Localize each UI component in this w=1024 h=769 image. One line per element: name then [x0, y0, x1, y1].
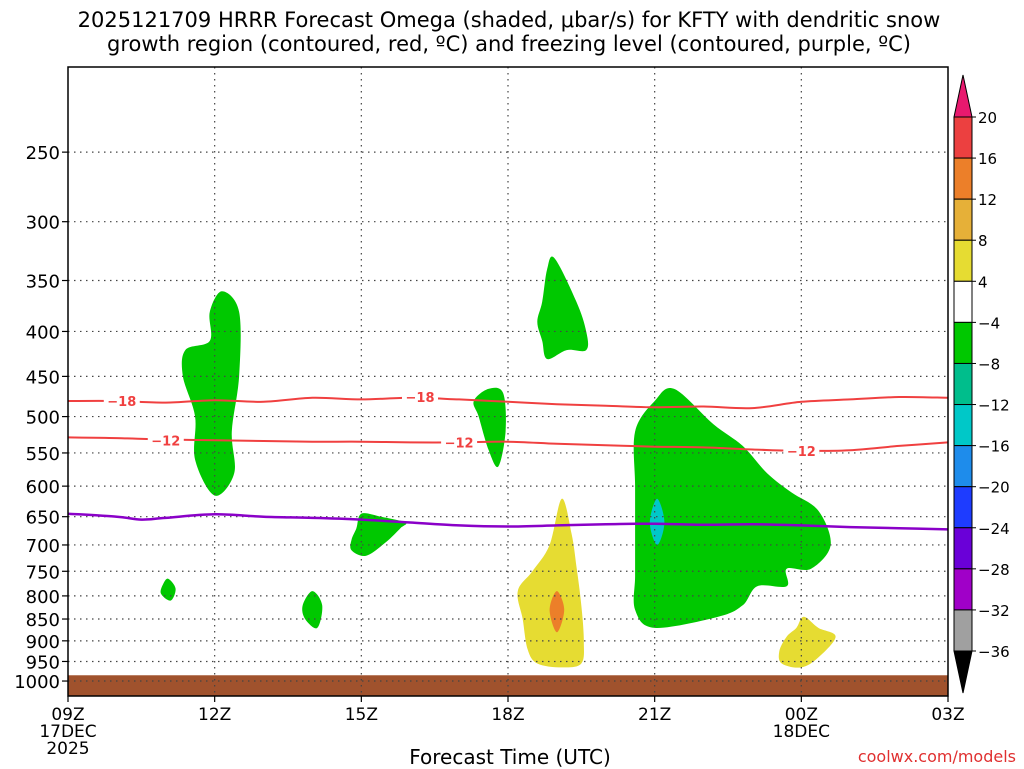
omega-region-cyan-21z	[649, 498, 665, 545]
x-tick-label-0: 09Z	[51, 705, 84, 725]
omega-region-green-15z	[350, 513, 407, 556]
contour-label-bg-dgz-minus-12-1	[441, 434, 478, 451]
colorbar-label-13: −36	[978, 643, 1010, 661]
omega-region-green-11z	[160, 578, 176, 601]
colorbar-label-8: −16	[978, 438, 1010, 456]
contour-label-dgz-minus-12-1: −12	[445, 436, 474, 451]
x-tick-label-3: 12Z	[198, 705, 231, 725]
x-tick-label-9: 18Z	[491, 705, 524, 725]
credit-text: coolwx.com/models	[857, 747, 1016, 766]
colorbar-band-11	[953, 568, 973, 611]
y-tick-label-250: 250	[26, 143, 60, 164]
colorbar-label-12: −32	[978, 602, 1010, 620]
contour-label-bg-dgz-minus-18-0	[103, 393, 140, 410]
omega-region-orange-19z	[549, 591, 565, 633]
omega-region-green-12z-upper	[181, 291, 241, 496]
colorbar-label-4: 4	[978, 273, 988, 291]
colorbar-band-10	[953, 527, 973, 570]
colorbar-label-0: 20	[978, 109, 997, 127]
colorbar-label-10: −24	[978, 520, 1010, 538]
omega-region-green-21z-main	[633, 387, 831, 628]
y-tick-label-350: 350	[26, 272, 60, 293]
contour-dgz-minus-18	[67, 395, 949, 410]
colorbar-label-7: −12	[978, 397, 1010, 415]
colorbar-label-3: 8	[978, 232, 988, 250]
x-tick-date-15: 18DEC	[773, 722, 830, 742]
y-axis: 2503003504004505005506006507007508008509…	[14, 143, 68, 693]
y-tick-label-300: 300	[26, 213, 60, 234]
colorbar-label-6: −8	[978, 355, 1000, 373]
colorbar-label-11: −28	[978, 561, 1010, 579]
colorbar-label-9: −20	[978, 479, 1010, 497]
x-tick-label-15: 00Z	[785, 705, 818, 725]
y-tick-label-450: 450	[26, 367, 60, 388]
colorbar-band-2	[953, 198, 973, 241]
y-tick-label-850: 850	[26, 610, 60, 631]
colorbar-band-6	[953, 362, 973, 406]
x-axis-label: Forecast Time (UTC)	[409, 745, 611, 769]
y-tick-label-600: 600	[26, 477, 60, 498]
contour-label-dgz-minus-18-1: −18	[406, 391, 435, 406]
y-tick-label-500: 500	[26, 408, 60, 429]
contour-label-dgz-minus-12-2: −12	[787, 445, 816, 460]
y-tick-label-900: 900	[26, 632, 60, 653]
omega-region-green-18z	[473, 387, 506, 468]
colorbar-band-7	[953, 404, 973, 447]
x-tick-label-12: 21Z	[638, 705, 671, 725]
omega-shading-layer	[160, 256, 836, 668]
colorbar-band-1	[953, 157, 973, 200]
colorbar-label-2: 12	[978, 191, 997, 209]
colorbar-label-1: 16	[978, 150, 997, 168]
colorbar-band-8	[953, 445, 973, 488]
contour-label-bg-dgz-minus-12-2	[783, 442, 820, 459]
contour-label-dgz-minus-12-0: −12	[151, 434, 180, 449]
colorbar-label-5: −4	[978, 314, 1000, 332]
contour-label-bg-dgz-minus-12-0	[147, 432, 184, 449]
omega-region-yellow-19z	[517, 498, 584, 668]
grid-layer	[68, 67, 948, 696]
chart-title-line1: 2025121709 HRRR Forecast Omega (shaded, …	[77, 8, 941, 32]
contour-freezing-level	[67, 512, 949, 531]
colorbar-band-5	[953, 321, 973, 364]
y-tick-label-400: 400	[26, 322, 60, 343]
x-tick-year-0: 2025	[46, 739, 89, 759]
y-tick-label-650: 650	[26, 508, 60, 529]
colorbar-bottom-arrow	[953, 650, 973, 694]
x-tick-label-18: 03Z	[931, 705, 964, 725]
chart-title-line2: growth region (contoured, red, ºC) and f…	[107, 32, 911, 56]
contour-label-dgz-minus-18-0: −18	[107, 395, 136, 410]
contour-label-bg-dgz-minus-18-1	[402, 389, 438, 406]
omega-region-green-14z	[302, 591, 323, 629]
colorbar: 20 16 12 8 4 −4 −8 −12 −16 −20 −24 −28 −32 −36	[953, 74, 1010, 694]
colorbar-band-0	[953, 116, 973, 159]
contour-layer: −18 −18 −12 −12 −12	[67, 389, 949, 531]
x-tick-label-6: 15Z	[345, 705, 378, 725]
y-tick-label-800: 800	[26, 587, 60, 608]
colorbar-band-12	[953, 609, 973, 652]
colorbar-top-arrow	[953, 74, 973, 118]
x-tick-date-0: 17DEC	[39, 722, 96, 742]
y-tick-label-750: 750	[26, 562, 60, 583]
omega-region-yellow-00z	[778, 616, 836, 668]
colorbar-band-4	[953, 280, 973, 323]
y-tick-label-550: 550	[26, 444, 60, 465]
omega-region-green-1930-upper	[537, 256, 589, 360]
y-tick-label-950: 950	[26, 652, 60, 673]
colorbar-band-9	[953, 486, 973, 529]
colorbar-band-3	[953, 239, 973, 282]
y-tick-label-1000: 1000	[14, 672, 60, 693]
y-tick-label-700: 700	[26, 536, 60, 557]
